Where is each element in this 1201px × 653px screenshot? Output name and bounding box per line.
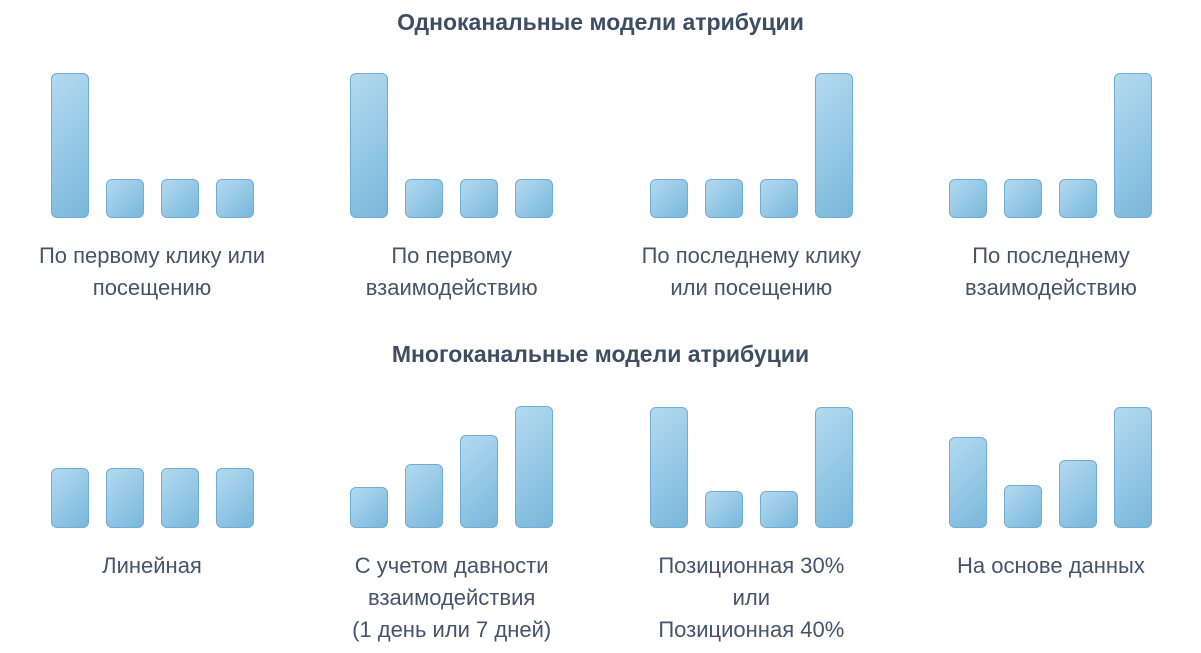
bar [1114,407,1153,528]
bar [704,178,743,218]
bar [405,464,444,528]
chart-label: По первому клику или посещению [38,243,266,300]
chart-label: По последнему клику или посещению [641,243,862,300]
bar [515,178,554,218]
charts-row-multi-channel: Линейная С учетом давности взаимодействи… [0,405,1201,646]
bar [649,178,688,218]
bar [1114,73,1153,218]
bar [160,467,199,528]
bar [460,178,499,218]
bar [1059,460,1098,528]
bar [460,434,499,528]
section-title-multi-channel: Многоканальные модели атрибуции [391,341,810,367]
bar [704,491,743,528]
bar [215,467,254,528]
bar-chart [50,405,254,528]
chart-label: С учетом давности взаимодействия (1 день… [352,553,552,642]
bar [350,73,389,218]
bar-chart [649,405,853,528]
bar-chart [649,73,853,218]
chart-last-interaction: По последнему взаимодействию [905,73,1197,304]
chart-label: Линейная [102,553,202,578]
bar [215,178,254,218]
chart-data-driven: На основе данных [905,405,1197,646]
chart-label: Позиционная 30% или Позиционная 40% [658,553,845,642]
bar [1004,178,1043,218]
bar [1004,484,1043,528]
bar [105,178,144,218]
chart-label: По последнему взаимодействию [965,243,1137,300]
section-title-single-channel: Одноканальные модели атрибуции [397,9,804,35]
bar [515,406,554,528]
bar [949,436,988,528]
chart-linear: Линейная [6,405,298,646]
chart-position-based: Позиционная 30% или Позиционная 40% [605,405,897,646]
chart-first-interaction: По первому взаимодействию [306,73,598,304]
bar-chart [50,73,254,218]
charts-row-single-channel: По первому клику или посещению По первом… [0,73,1201,304]
bar [160,178,199,218]
bar-chart [949,73,1153,218]
bar [759,491,798,528]
chart-label: На основе данных [957,553,1145,578]
bar [50,73,89,218]
bar [50,467,89,528]
bar [350,487,389,528]
bar-chart [350,405,554,528]
bar [949,178,988,218]
bar [814,407,853,528]
bar [759,178,798,218]
bar [814,73,853,218]
chart-label: По первому взаимодействию [365,243,538,300]
chart-last-click-or-visit: По последнему клику или посещению [605,73,897,304]
bar [1059,178,1098,218]
chart-first-click-or-visit: По первому клику или посещению [6,73,298,304]
section-multi-channel: Многоканальные модели атрибуции Линейная… [0,340,1201,646]
bar [405,178,444,218]
bar-chart [350,73,554,218]
chart-time-decay: С учетом давности взаимодействия (1 день… [306,405,598,646]
bar [105,467,144,528]
section-single-channel: Одноканальные модели атрибуции По первом… [0,8,1201,304]
bar [649,407,688,528]
bar-chart [949,405,1153,528]
